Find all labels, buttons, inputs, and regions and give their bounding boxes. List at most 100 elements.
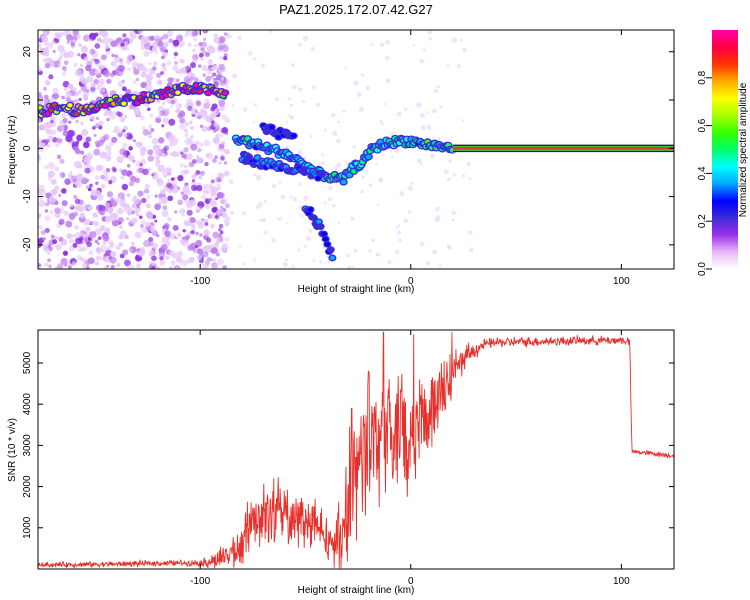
scatter-point xyxy=(74,69,82,77)
scatter-point xyxy=(166,182,172,189)
scatter-point xyxy=(151,255,157,261)
y-tick-label: 1000 xyxy=(22,516,33,539)
scatter-point xyxy=(337,120,340,124)
scatter-point xyxy=(99,209,105,216)
scatter-point xyxy=(291,84,297,90)
scatter-point xyxy=(179,163,184,168)
scatter-point xyxy=(132,80,137,84)
scatter-point xyxy=(170,99,176,105)
scatter-point xyxy=(448,159,453,164)
scatter-point xyxy=(119,225,123,229)
scatter-point xyxy=(220,205,224,210)
scatter-point xyxy=(297,149,303,155)
scatter-point xyxy=(162,33,169,40)
scatter-point xyxy=(168,38,174,44)
scatter-point xyxy=(156,72,162,78)
scatter-point xyxy=(342,109,346,113)
scatter-point xyxy=(39,197,43,201)
scatter-point xyxy=(73,62,78,67)
scatter-point xyxy=(216,183,221,189)
scatter-point xyxy=(148,250,155,257)
scatter-point xyxy=(128,30,137,38)
scatter-point xyxy=(151,46,157,53)
scatter-point xyxy=(142,129,150,136)
scatter-point xyxy=(149,35,155,41)
scatter-point xyxy=(162,117,169,124)
scatter-point xyxy=(204,222,209,226)
scatter-point xyxy=(95,143,101,148)
scatter-point xyxy=(199,233,203,237)
scatter-point xyxy=(109,256,117,264)
scatter-point xyxy=(179,239,186,245)
scatter-point xyxy=(48,264,52,269)
scatter-point xyxy=(174,236,178,240)
scatter-point xyxy=(89,32,97,40)
scatter-point xyxy=(172,224,179,231)
scatter-point xyxy=(181,153,187,159)
scatter-point xyxy=(328,185,333,191)
scatter-point xyxy=(256,204,261,209)
scatter-point xyxy=(139,162,143,167)
scatter-point xyxy=(324,128,327,132)
scatter-point xyxy=(110,40,118,48)
scatter-point xyxy=(143,188,150,194)
scatter-point xyxy=(277,216,282,222)
scatter-point xyxy=(105,249,112,257)
scatter-point xyxy=(89,48,96,55)
scatter-point xyxy=(46,128,53,135)
scatter-point xyxy=(102,235,110,242)
scatter-point xyxy=(98,204,106,212)
scatter-point xyxy=(217,258,224,266)
scatter-point xyxy=(196,205,201,211)
scatter-point xyxy=(229,35,233,38)
scatter-point xyxy=(202,30,209,34)
scatter-point xyxy=(176,78,180,82)
scatter-point xyxy=(106,246,111,251)
scatter-point xyxy=(51,41,56,45)
ridge-core xyxy=(121,101,127,106)
scatter-point xyxy=(462,47,467,53)
scatter-point xyxy=(147,124,153,129)
scatter-point xyxy=(117,111,123,118)
scatter-point xyxy=(187,42,192,47)
scatter-point xyxy=(368,183,373,188)
scatter-point xyxy=(148,236,154,243)
ridge-core xyxy=(340,179,347,185)
scatter-point xyxy=(221,198,228,205)
scatter-point xyxy=(69,171,73,175)
scatter-point xyxy=(223,32,228,36)
scatter-point xyxy=(466,161,471,167)
scatter-point xyxy=(72,234,76,238)
scatter-point xyxy=(45,202,50,207)
scatter-point xyxy=(221,114,227,120)
scatter-point xyxy=(121,86,127,92)
scatter-point xyxy=(169,265,173,269)
scatter-point xyxy=(216,209,222,214)
spectrogram-ylabel: Frequency (Hz) xyxy=(7,116,18,185)
scatter-point xyxy=(40,230,46,236)
scatter-point xyxy=(291,265,295,269)
scatter-point xyxy=(198,42,203,47)
scatter-point xyxy=(180,259,188,267)
scatter-point xyxy=(151,137,159,145)
scatter-point xyxy=(38,118,42,123)
scatter-point xyxy=(308,228,313,233)
scatter-point xyxy=(253,103,257,107)
colorbar-tick-label: 0.0 xyxy=(697,262,708,276)
scatter-point xyxy=(93,133,97,137)
scatter-point xyxy=(136,204,140,209)
scatter-point xyxy=(54,207,61,214)
scatter-point xyxy=(407,185,414,191)
scatter-point xyxy=(223,53,228,57)
scatter-point xyxy=(403,219,407,223)
scatter-point xyxy=(212,258,217,263)
scatter-point xyxy=(154,50,159,55)
scatter-point xyxy=(191,174,196,179)
scatter-point xyxy=(327,197,333,202)
scatter-point xyxy=(201,125,208,132)
scatter-point xyxy=(174,210,178,214)
scatter-point xyxy=(67,265,72,269)
scatter-point xyxy=(165,255,170,260)
scatter-point xyxy=(252,120,256,124)
scatter-point xyxy=(151,173,155,177)
